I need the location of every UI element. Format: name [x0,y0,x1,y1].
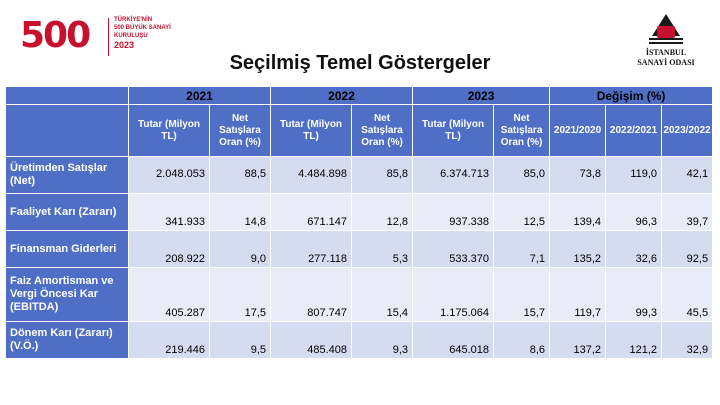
cell-oran-2023: 15,7 [493,267,551,322]
header-corner-2 [5,104,129,157]
cell-tutar-2023: 937.338 [412,193,495,231]
cell-oran-2023: 85,0 [493,156,551,194]
header-year-2023: 2023 [412,86,551,105]
cell-change-1: 137,2 [549,321,607,359]
cell-oran-2022: 9,3 [351,321,414,359]
iso-emblem-icon [649,14,683,46]
header-oran-2023: Net Satışlara Oran (%) [493,104,551,157]
cell-oran-2023: 12,5 [493,193,551,231]
page-title: Seçilmiş Temel Göstergeler [229,52,491,74]
header-change: Değişim (%) [549,86,714,105]
header-tutar-2023: Tutar (Milyon TL) [412,104,495,157]
header-change-2021-2020: 2021/2020 [549,104,607,157]
cell-change-2: 119,0 [605,156,663,194]
cell-tutar-2023: 533.370 [412,230,495,268]
cell-change-3: 39,7 [661,193,714,231]
cell-oran-2022: 85,8 [351,156,414,194]
cell-change-2: 96,3 [605,193,663,231]
logo-text-line3: KURULUŞU [114,33,148,39]
row-label: Faaliyet Karı (Zararı) [5,193,129,231]
table-row: Faiz Amortisman ve Vergi Öncesi Kar (EBI… [5,267,714,322]
cell-oran-2022: 5,3 [351,230,414,268]
iso-name-line1: İSTANBUL [645,48,687,57]
cell-tutar-2021: 208.922 [128,230,210,268]
cell-oran-2022: 12,8 [351,193,414,231]
cell-tutar-2021: 2.048.053 [128,156,210,194]
logo-text-line2: 500 BÜYÜK SANAYİ [114,25,171,31]
cell-oran-2021: 14,8 [208,193,272,231]
istanbul-sanayi-odasi-logo: İSTANBUL SANAYİ ODASI [626,14,706,74]
cell-tutar-2022: 807.747 [270,267,353,322]
cell-oran-2021: 9,5 [208,321,272,359]
cell-oran-2021: 17,5 [208,267,272,322]
cell-tutar-2021: 405.287 [128,267,210,322]
table-row: Dönem Karı (Zararı) (V.Ö.) 219.446 9,5 4… [5,321,714,359]
table-row: Faaliyet Karı (Zararı) 341.933 14,8 671.… [5,193,714,231]
cell-tutar-2022: 485.408 [270,321,353,359]
cell-change-2: 121,2 [605,321,663,359]
indicators-table: 2021 2022 2023 Değişim (%) Tutar (Milyon… [5,86,714,359]
cell-oran-2022: 15,4 [351,267,414,322]
cell-change-3: 42,1 [661,156,714,194]
iso-name: İSTANBUL SANAYİ ODASI [626,48,706,68]
logo-year: 2023 [114,40,135,50]
cell-tutar-2021: 341.933 [128,193,210,231]
header-row-years: 2021 2022 2023 Değişim (%) [5,86,714,105]
cell-oran-2021: 88,5 [208,156,272,194]
row-label: Dönem Karı (Zararı) (V.Ö.) [5,321,129,359]
cell-tutar-2022: 277.118 [270,230,353,268]
table-row: Finansman Giderleri 208.922 9,0 277.118 … [5,230,714,268]
cell-tutar-2023: 1.175.064 [412,267,495,322]
header-year-2022: 2022 [270,86,414,105]
header-year-2021: 2021 [127,86,272,105]
logo-text-line1: TÜRKİYE'NİN [114,17,153,23]
cell-oran-2023: 7,1 [493,230,551,268]
row-label: Üretimden Satışlar (Net) [5,156,129,194]
cell-change-1: 135,2 [549,230,607,268]
header-oran-2022: Net Satışlara Oran (%) [351,104,414,157]
cell-tutar-2023: 645.018 [412,321,495,359]
cell-change-3: 45,5 [661,267,714,322]
cell-tutar-2023: 6.374.713 [412,156,495,194]
iso-name-line2: SANAYİ ODASI [637,58,695,67]
cell-change-1: 119,7 [549,267,607,322]
logo-divider [108,18,109,56]
isosure-500-logo: 500 TÜRKİYE'NİN 500 BÜYÜK SANAYİ KURULUŞ… [20,14,171,60]
cell-tutar-2021: 219.446 [128,321,210,359]
header-change-2022-2021: 2022/2021 [605,104,663,157]
cell-tutar-2022: 671.147 [270,193,353,231]
header-change-2023-2022: 2023/2022 [661,104,714,157]
cell-oran-2021: 9,0 [208,230,272,268]
cell-change-2: 32,6 [605,230,663,268]
cell-change-2: 99,3 [605,267,663,322]
header-row-columns: Tutar (Milyon TL) Net Satışlara Oran (%)… [5,104,714,157]
table-row: Üretimden Satışlar (Net) 2.048.053 88,5 … [5,156,714,194]
header-tutar-2021: Tutar (Milyon TL) [128,104,210,157]
cell-oran-2023: 8,6 [493,321,551,359]
logo-500-number: 500 [20,15,91,56]
row-label: Faiz Amortisman ve Vergi Öncesi Kar (EBI… [5,267,129,322]
header-tutar-2022: Tutar (Milyon TL) [270,104,353,157]
cell-change-3: 92,5 [661,230,714,268]
logo-500-text: TÜRKİYE'NİN 500 BÜYÜK SANAYİ KURULUŞU 20… [114,16,174,51]
cell-tutar-2022: 4.484.898 [270,156,353,194]
header-corner [5,86,129,105]
cell-change-3: 32,9 [661,321,714,359]
cell-change-1: 73,8 [549,156,607,194]
cell-change-1: 139,4 [549,193,607,231]
row-label: Finansman Giderleri [5,230,129,268]
header-oran-2021: Net Satışlara Oran (%) [208,104,272,157]
